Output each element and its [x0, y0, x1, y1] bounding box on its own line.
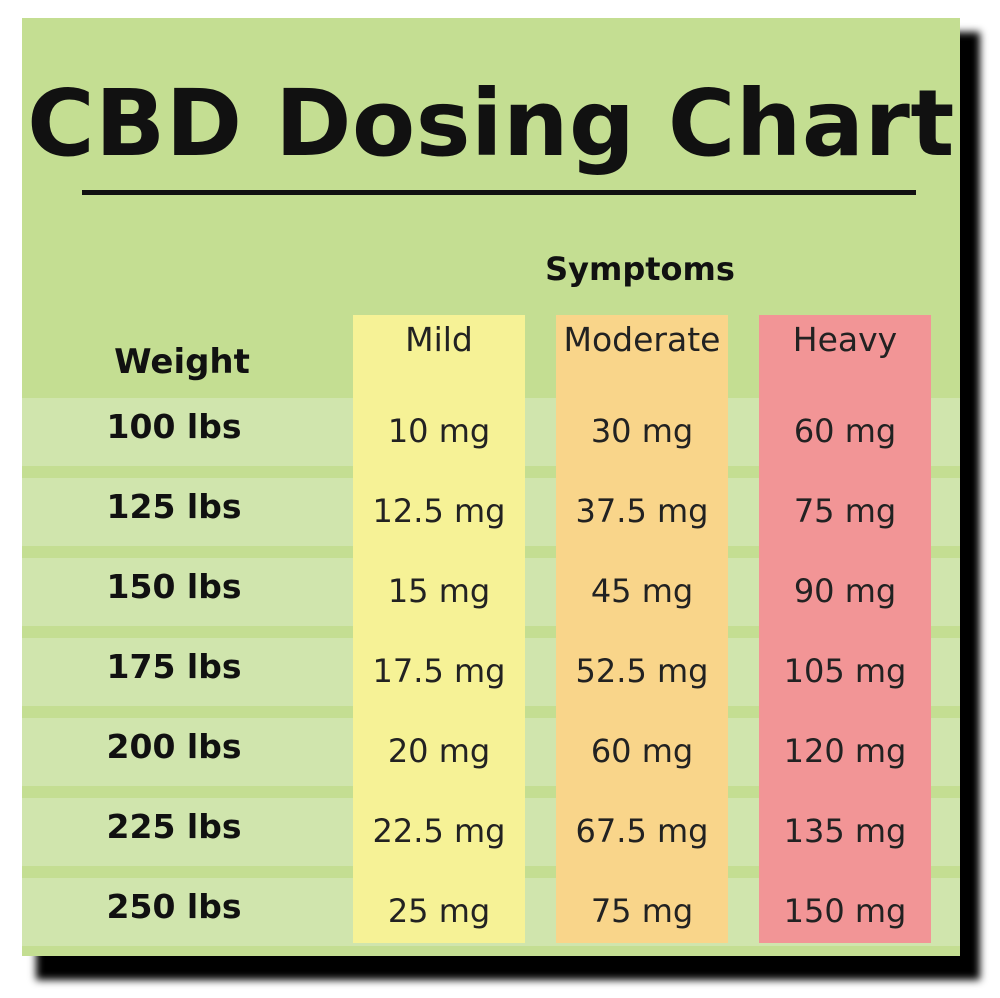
column-header: Mild	[405, 320, 473, 359]
symptom-column-mild: Mild	[353, 315, 525, 943]
column-header: Heavy	[792, 320, 898, 359]
dose-cell: 25 mg	[387, 892, 491, 930]
dose-cell: 150 mg	[783, 892, 907, 930]
symptom-column-heavy: Heavy	[759, 315, 931, 943]
dose-cell: 60 mg	[793, 412, 897, 450]
column-header: Moderate	[563, 320, 721, 359]
dose-cell: 37.5 mg	[575, 492, 709, 530]
dose-cell: 45 mg	[590, 572, 694, 610]
dose-cell: 30 mg	[590, 412, 694, 450]
weight-cell: 225 lbs	[106, 807, 242, 846]
dose-cell: 22.5 mg	[372, 812, 506, 850]
weight-cell: 200 lbs	[106, 727, 242, 766]
weight-cell: 150 lbs	[106, 567, 242, 606]
dose-cell: 120 mg	[783, 732, 907, 770]
dose-cell: 12.5 mg	[372, 492, 506, 530]
dose-cell: 90 mg	[793, 572, 897, 610]
weight-cell: 250 lbs	[106, 887, 242, 926]
dose-cell: 10 mg	[387, 412, 491, 450]
symptoms-header: Symptoms	[545, 250, 735, 288]
weight-cell: 125 lbs	[106, 487, 242, 526]
dosing-chart-card: CBD Dosing Chart Symptoms Weight Mild Mod…	[22, 18, 960, 956]
dose-cell: 60 mg	[590, 732, 694, 770]
dose-cell: 52.5 mg	[575, 652, 709, 690]
dose-cell: 75 mg	[793, 492, 897, 530]
title-divider	[82, 190, 916, 195]
dose-cell: 15 mg	[387, 572, 491, 610]
dose-cell: 67.5 mg	[575, 812, 709, 850]
weight-cell: 175 lbs	[106, 647, 242, 686]
dose-cell: 20 mg	[387, 732, 491, 770]
symptom-column-moderate: Moderate	[556, 315, 728, 943]
dose-cell: 75 mg	[590, 892, 694, 930]
weight-cell: 100 lbs	[106, 407, 242, 446]
dose-cell: 105 mg	[783, 652, 907, 690]
dose-cell: 135 mg	[783, 812, 907, 850]
chart-title: CBD Dosing Chart	[27, 70, 955, 177]
weight-header: Weight	[114, 342, 250, 382]
dose-cell: 17.5 mg	[372, 652, 506, 690]
